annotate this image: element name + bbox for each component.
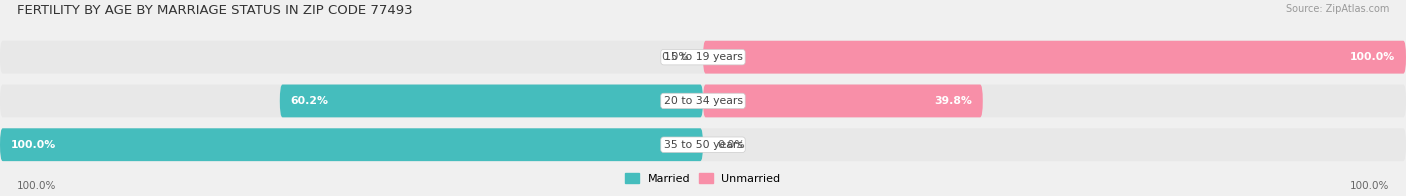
Text: Source: ZipAtlas.com: Source: ZipAtlas.com (1285, 4, 1389, 14)
FancyBboxPatch shape (0, 128, 703, 161)
Text: 100.0%: 100.0% (1350, 181, 1389, 191)
Legend: Married, Unmarried: Married, Unmarried (623, 171, 783, 186)
Text: 15 to 19 years: 15 to 19 years (664, 52, 742, 62)
FancyBboxPatch shape (280, 84, 703, 117)
Text: 35 to 50 years: 35 to 50 years (664, 140, 742, 150)
FancyBboxPatch shape (0, 84, 1406, 117)
Text: 0.0%: 0.0% (717, 140, 745, 150)
Text: 100.0%: 100.0% (1350, 52, 1395, 62)
FancyBboxPatch shape (703, 84, 983, 117)
FancyBboxPatch shape (0, 128, 1406, 161)
Text: 20 to 34 years: 20 to 34 years (664, 96, 742, 106)
Text: 39.8%: 39.8% (935, 96, 973, 106)
Text: 100.0%: 100.0% (10, 140, 56, 150)
FancyBboxPatch shape (0, 41, 1406, 74)
FancyBboxPatch shape (703, 41, 1406, 74)
Text: 60.2%: 60.2% (290, 96, 329, 106)
Text: 100.0%: 100.0% (17, 181, 56, 191)
Text: FERTILITY BY AGE BY MARRIAGE STATUS IN ZIP CODE 77493: FERTILITY BY AGE BY MARRIAGE STATUS IN Z… (17, 4, 412, 17)
Text: 0.0%: 0.0% (661, 52, 689, 62)
